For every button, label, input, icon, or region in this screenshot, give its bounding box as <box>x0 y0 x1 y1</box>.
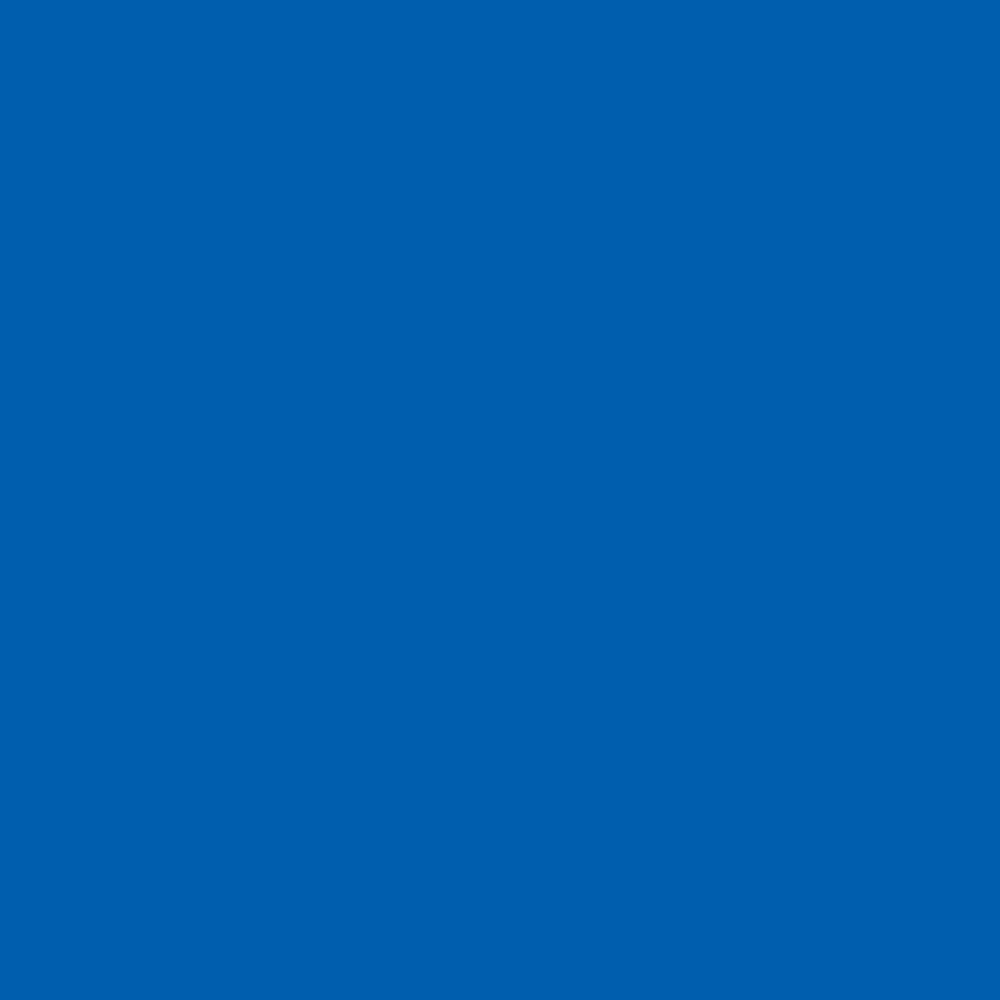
solid-background <box>0 0 1000 1000</box>
